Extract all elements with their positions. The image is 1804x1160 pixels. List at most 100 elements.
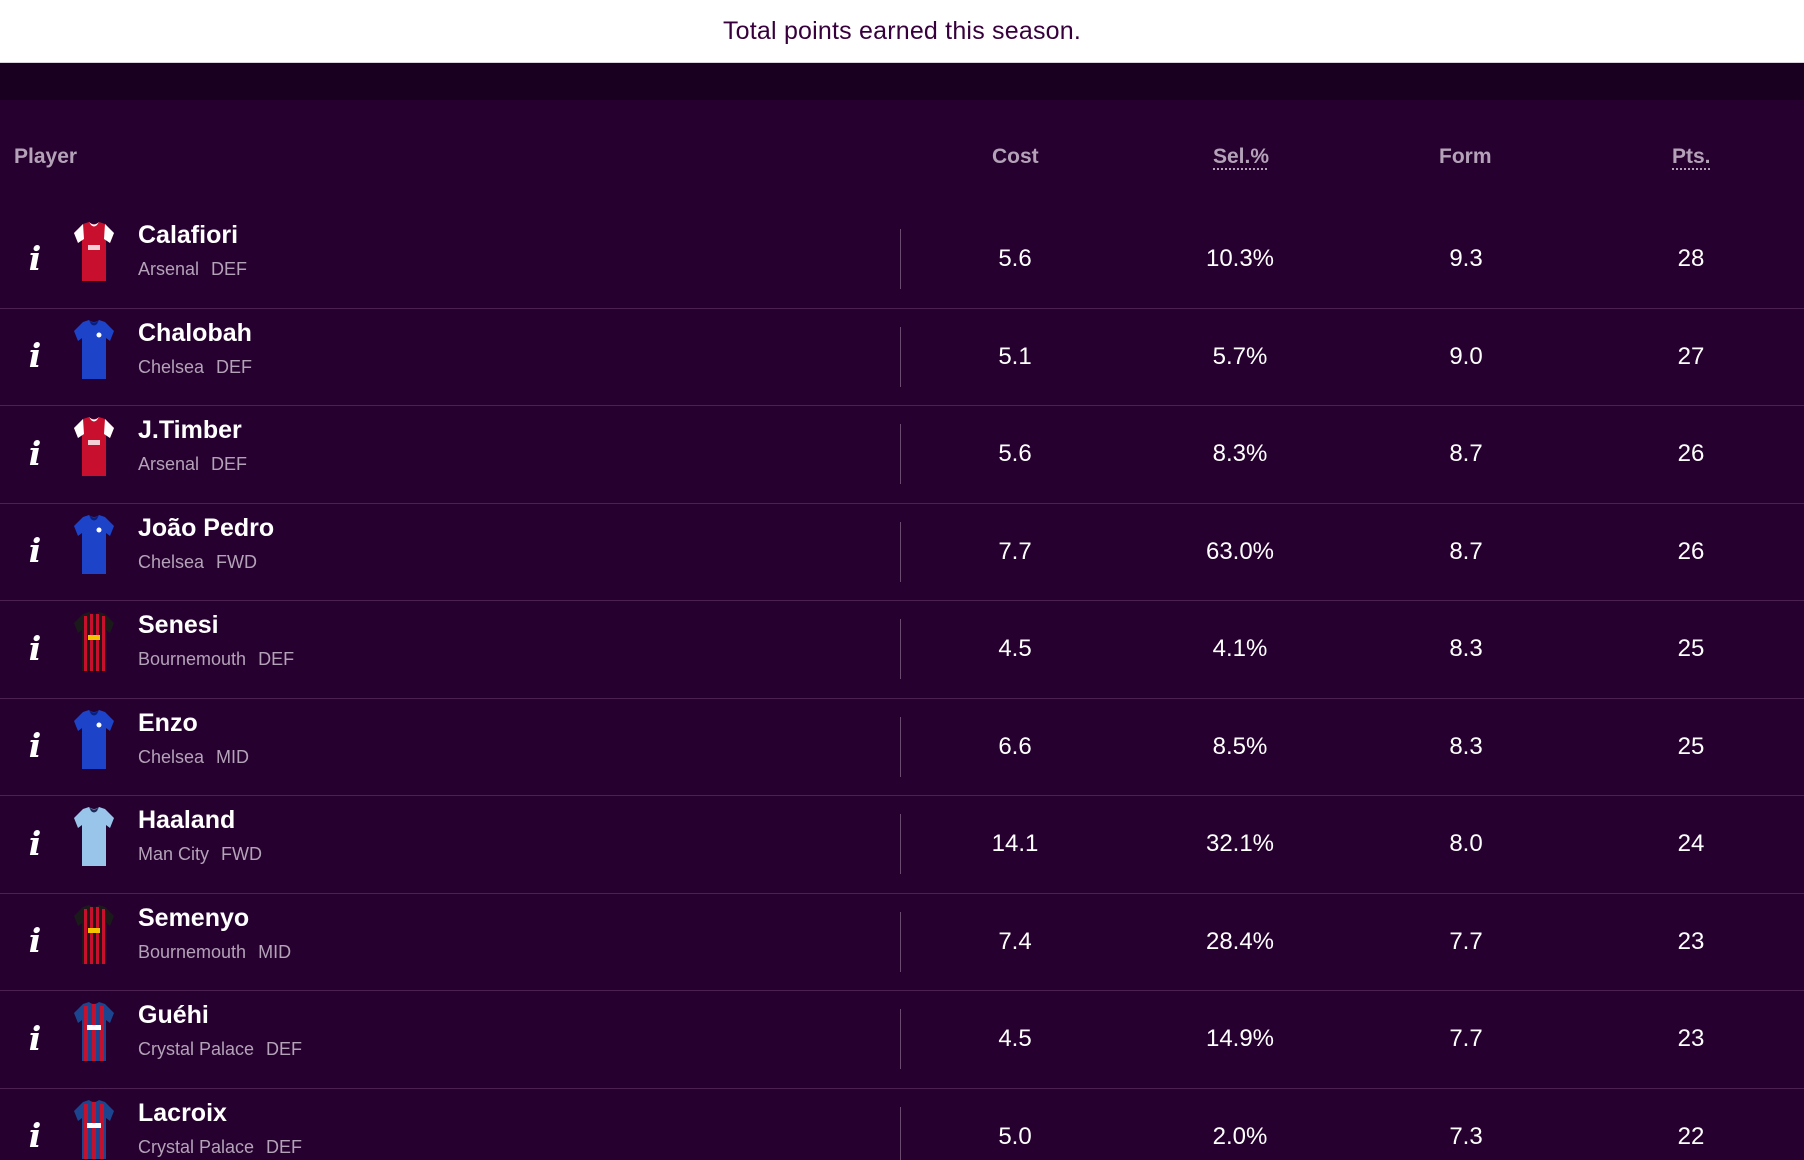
player-meta: Arsenal DEF xyxy=(138,259,247,280)
player-cost: 7.7 xyxy=(998,537,1032,565)
player-points: 27 xyxy=(1677,342,1705,370)
player-selected-percent: 8.3% xyxy=(1212,440,1268,467)
player-position: DEF xyxy=(211,454,248,474)
player-team: Arsenal xyxy=(138,259,200,279)
player-cost: 5.6 xyxy=(998,245,1032,272)
player-team: Chelsea xyxy=(138,356,205,377)
player-selected-percent: 5.7% xyxy=(1212,342,1268,370)
column-divider xyxy=(900,716,901,777)
player-meta: Crystal Palace DEF xyxy=(138,1039,302,1060)
player-cost: 6.6 xyxy=(998,732,1032,760)
team-kit-icon xyxy=(73,1099,115,1160)
info-icon[interactable]: i xyxy=(28,531,42,570)
player-meta: Man City FWD xyxy=(138,844,262,865)
player-selected-percent: 8.5% xyxy=(1212,732,1268,760)
column-divider xyxy=(900,619,901,679)
table-row[interactable]: i Calafiori Arsenal DEF 5.6 10.3% 9.3 28 xyxy=(0,211,1804,309)
player-form: 8.0 xyxy=(1449,830,1483,857)
info-icon[interactable]: i xyxy=(28,1116,42,1155)
tooltip-text: Total points earned this season. xyxy=(722,16,1081,45)
column-divider xyxy=(900,814,901,874)
column-header-player[interactable]: Player xyxy=(14,145,78,168)
player-name[interactable]: João Pedro xyxy=(138,513,275,542)
player-meta: Arsenal DEF xyxy=(138,454,247,475)
team-kit-icon xyxy=(73,904,115,966)
team-kit-icon xyxy=(73,806,115,868)
player-cost: 14.1 xyxy=(991,830,1039,857)
player-position: MID xyxy=(216,746,250,767)
player-name[interactable]: Chalobah xyxy=(138,318,252,347)
column-divider xyxy=(900,424,901,484)
player-name[interactable]: Enzo xyxy=(138,708,198,737)
info-icon[interactable]: i xyxy=(28,1018,42,1058)
team-kit-icon xyxy=(73,611,115,673)
column-header-selected[interactable]: Sel.% xyxy=(1213,145,1270,168)
table-row[interactable]: i João Pedro Chelsea FWD 7.7 63.0% 8.7 26 xyxy=(0,504,1804,601)
player-meta: Chelsea FWD xyxy=(138,552,257,573)
player-name[interactable]: Calafiori xyxy=(138,221,239,249)
player-name[interactable]: J.Timber xyxy=(138,416,242,444)
team-kit-icon xyxy=(73,221,115,283)
column-header-points[interactable]: Pts. xyxy=(1672,145,1711,168)
player-points: 26 xyxy=(1677,537,1705,565)
column-header-cost[interactable]: Cost xyxy=(992,145,1039,168)
player-name[interactable]: Senesi xyxy=(138,611,219,639)
info-icon[interactable]: i xyxy=(28,823,42,863)
player-position: DEF xyxy=(216,356,253,377)
player-meta: Bournemouth DEF xyxy=(138,649,294,670)
player-cost: 4.5 xyxy=(998,1025,1032,1052)
player-meta: Chelsea MID xyxy=(138,747,249,768)
player-position: FWD xyxy=(221,844,262,864)
player-form: 8.3 xyxy=(1449,635,1483,662)
table-row[interactable]: i Guéhi Crystal Palace DEF 4.5 14.9% 7.7 23 xyxy=(0,991,1804,1089)
player-cost: 5.1 xyxy=(998,342,1032,370)
column-divider xyxy=(900,911,901,972)
info-icon[interactable]: i xyxy=(28,336,42,375)
player-points: 23 xyxy=(1677,927,1705,955)
player-team: Man City xyxy=(138,844,210,864)
team-kit-icon xyxy=(73,1001,115,1063)
column-divider xyxy=(900,1009,901,1069)
player-name[interactable]: Haaland xyxy=(138,806,236,834)
player-team: Crystal Palace xyxy=(138,1039,255,1059)
table-row[interactable]: i Lacroix Crystal Palace DEF 5.0 2.0% 7.3 22 xyxy=(0,1089,1804,1160)
column-header-form[interactable]: Form xyxy=(1439,145,1492,168)
team-kit-icon xyxy=(73,709,115,771)
player-table: Player Cost Sel.% Form Pts. i Calafiori Ar… xyxy=(0,100,1804,1160)
player-name[interactable]: Semenyo xyxy=(138,903,250,932)
player-name[interactable]: Guéhi xyxy=(138,1001,209,1029)
player-position: DEF xyxy=(266,1039,303,1059)
info-icon[interactable]: i xyxy=(28,921,42,960)
player-position: DEF xyxy=(258,649,295,669)
table-row[interactable]: i Semenyo Bournemouth MID 7.4 28.4% 7.7 23 xyxy=(0,894,1804,991)
dark-band xyxy=(0,63,1804,100)
player-form: 7.7 xyxy=(1449,1025,1483,1052)
player-points: 25 xyxy=(1677,732,1705,760)
player-position: DEF xyxy=(211,259,248,279)
player-selected-percent: 10.3% xyxy=(1205,245,1275,272)
table-row[interactable]: i Haaland Man City FWD 14.1 32.1% 8.0 24 xyxy=(0,796,1804,894)
info-icon[interactable]: i xyxy=(28,433,42,473)
table-row[interactable]: i Chalobah Chelsea DEF 5.1 5.7% 9.0 27 xyxy=(0,309,1804,406)
info-icon[interactable]: i xyxy=(28,238,42,278)
player-form: 7.7 xyxy=(1449,927,1483,955)
table-row[interactable]: i Enzo Chelsea MID 6.6 8.5% 8.3 25 xyxy=(0,699,1804,796)
info-icon[interactable]: i xyxy=(28,628,42,668)
player-form: 9.0 xyxy=(1449,342,1483,370)
player-cost: 5.6 xyxy=(998,440,1032,467)
player-points: 24 xyxy=(1677,830,1705,857)
player-position: DEF xyxy=(266,1136,303,1157)
player-selected-percent: 28.4% xyxy=(1205,927,1275,955)
table-row[interactable]: i Senesi Bournemouth DEF 4.5 4.1% 8.3 25 xyxy=(0,601,1804,699)
column-divider xyxy=(900,229,901,289)
player-team: Bournemouth xyxy=(138,649,247,669)
player-meta: Crystal Palace DEF xyxy=(138,1137,302,1158)
player-points: 28 xyxy=(1677,245,1705,272)
player-cost: 7.4 xyxy=(998,927,1032,955)
player-name[interactable]: Lacroix xyxy=(138,1098,227,1127)
table-row[interactable]: i J.Timber Arsenal DEF 5.6 8.3% 8.7 26 xyxy=(0,406,1804,504)
info-icon[interactable]: i xyxy=(28,726,42,765)
tooltip-bar: Total points earned this season. xyxy=(0,0,1804,63)
team-kit-icon xyxy=(73,319,115,381)
team-kit-icon xyxy=(73,416,115,478)
